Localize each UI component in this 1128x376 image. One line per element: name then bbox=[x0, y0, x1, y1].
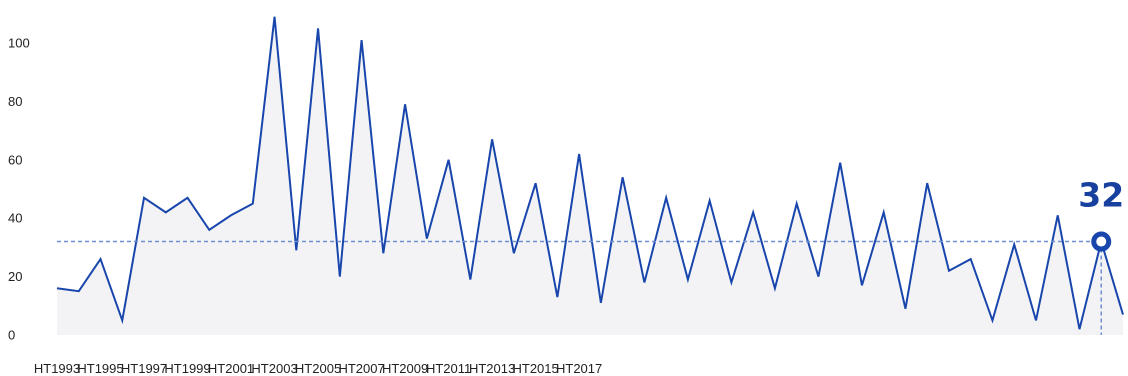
x-tick-label: HT1993 bbox=[34, 361, 80, 376]
x-tick-label: HT2013 bbox=[469, 361, 515, 376]
x-tick-label: HT2001 bbox=[208, 361, 254, 376]
y-tick-label: 100 bbox=[8, 36, 30, 51]
x-tick-label: HT2007 bbox=[338, 361, 384, 376]
x-tick-label: HT2005 bbox=[295, 361, 341, 376]
y-tick-label: 60 bbox=[8, 152, 22, 167]
y-tick-label: 20 bbox=[8, 269, 22, 284]
x-tick-label: HT2017 bbox=[556, 361, 602, 376]
x-tick-label: HT1997 bbox=[121, 361, 167, 376]
y-tick-label: 40 bbox=[8, 211, 22, 226]
highlight-layer: 32 bbox=[57, 176, 1124, 335]
x-tick-label: HT2003 bbox=[251, 361, 297, 376]
y-tick-label: 0 bbox=[8, 328, 15, 343]
y-tick-label: 80 bbox=[8, 94, 22, 109]
highlight-value-label: 32 bbox=[1078, 176, 1124, 215]
x-tick-label: HT2015 bbox=[512, 361, 558, 376]
line-layer bbox=[56, 16, 1124, 330]
x-tick-label: HT1995 bbox=[77, 361, 123, 376]
area-layer bbox=[57, 16, 1123, 335]
y-axis: 0 20 40 60 80 100 bbox=[8, 36, 30, 343]
x-axis: HT1993HT1995HT1997HT1999HT2001HT2003HT20… bbox=[34, 361, 602, 376]
series-line bbox=[56, 16, 1124, 330]
highlight-marker bbox=[1091, 231, 1112, 252]
x-tick-label: HT2011 bbox=[426, 361, 471, 376]
series-area bbox=[57, 16, 1123, 335]
x-tick-label: HT2009 bbox=[382, 361, 428, 376]
x-tick-label: HT1999 bbox=[164, 361, 210, 376]
